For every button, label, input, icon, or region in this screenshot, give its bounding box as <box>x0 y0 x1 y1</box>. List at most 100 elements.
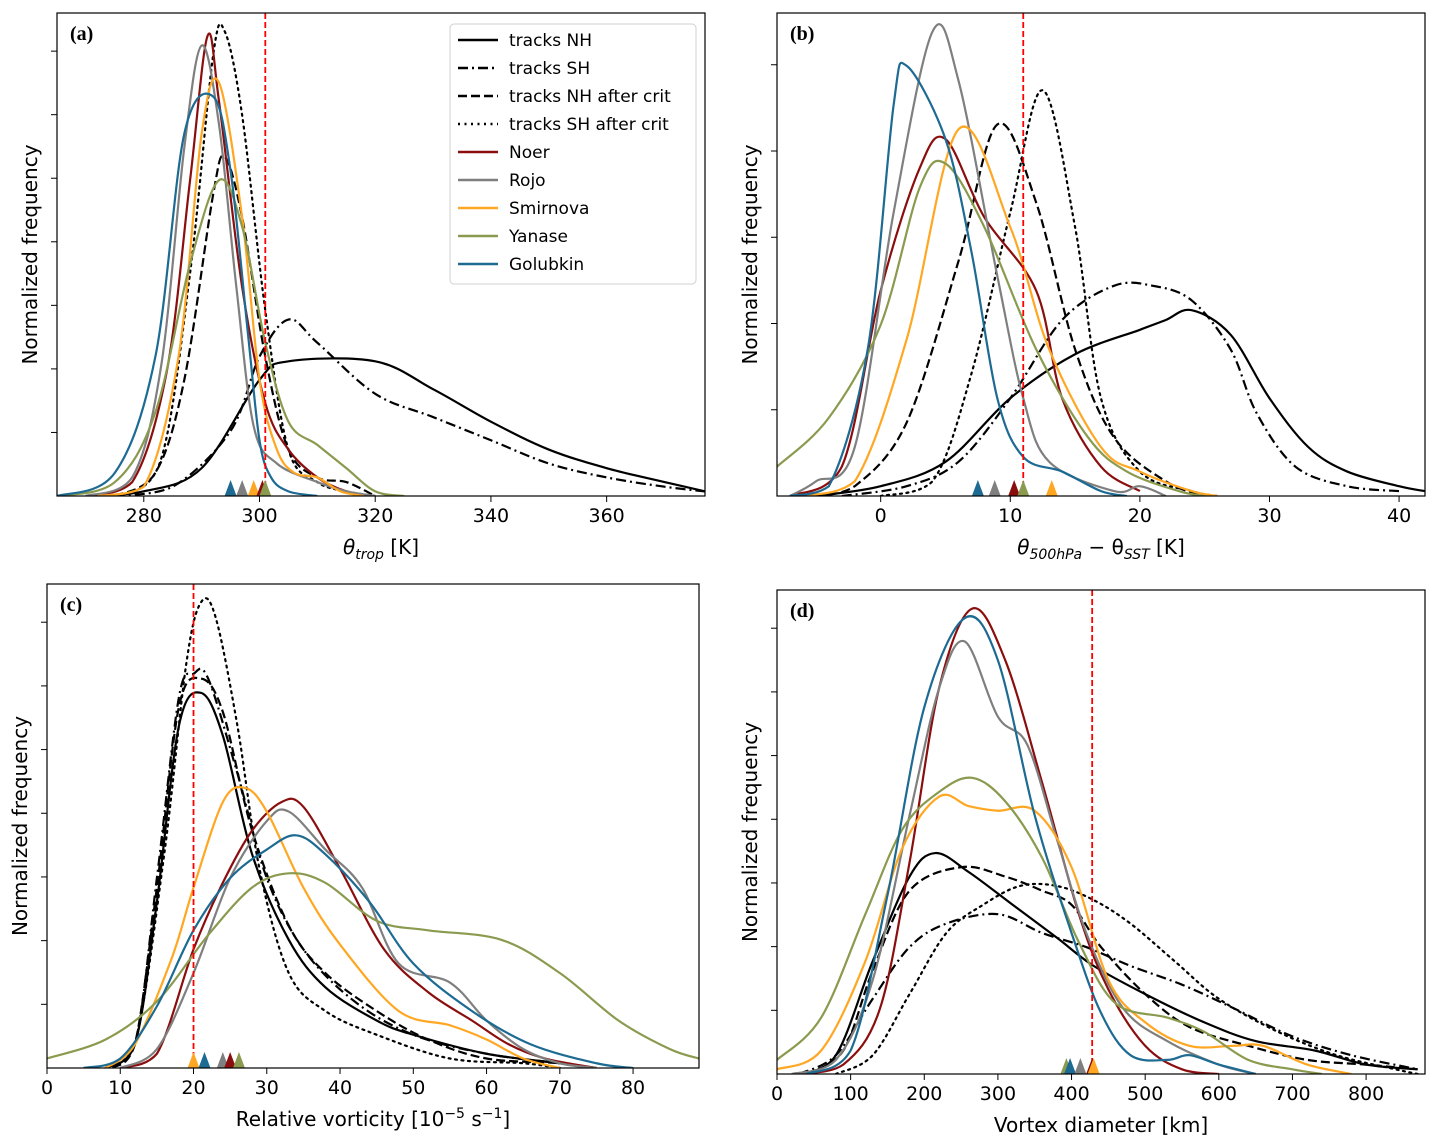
series-line-golubkin <box>57 92 318 496</box>
x-tick-label: 280 <box>126 505 162 527</box>
x-axis-label: θ500hPa − θSST [K] <box>1017 535 1185 563</box>
series-line-smirnova <box>104 785 561 1068</box>
x-tick-label: 340 <box>473 505 509 527</box>
series-line-tracks-nh-after-crit <box>112 676 597 1068</box>
series-line-noer <box>789 135 1141 496</box>
series-line-yanase <box>47 872 699 1060</box>
x-axis-label-part: SST <box>1124 547 1151 563</box>
median-marker-golubkin <box>224 480 237 496</box>
median-marker-rojo <box>988 480 1001 496</box>
x-tick-label: 50 <box>401 1077 425 1099</box>
x-tick-label: 700 <box>1274 1083 1310 1105</box>
median-marker-golubkin <box>1064 1058 1077 1074</box>
series-line-tracks-sh <box>841 281 1400 496</box>
panel-label: (d) <box>790 600 814 622</box>
x-tick-label: 20 <box>181 1077 205 1099</box>
series-group <box>47 597 699 1068</box>
legend-frame <box>449 23 697 285</box>
median-marker-smirnova <box>247 480 260 496</box>
x-tick-label: 40 <box>328 1077 352 1099</box>
series-line-smirnova <box>97 77 364 496</box>
plot-frame <box>776 12 1426 497</box>
series-line-tracks-sh-after-crit <box>104 597 561 1068</box>
series-group <box>777 607 1419 1074</box>
x-axis-label-part: −5 <box>444 1106 465 1122</box>
median-marker-smirnova <box>1087 1058 1100 1074</box>
x-tick-label: 40 <box>1387 505 1411 527</box>
panel-label: (a) <box>70 23 93 45</box>
plot-frame <box>56 12 706 497</box>
series-line-tracks-sh <box>104 667 597 1068</box>
median-marker-smirnova <box>187 1052 200 1068</box>
median-marker-noer <box>224 1052 237 1068</box>
x-tick-label: 70 <box>548 1077 572 1099</box>
panel-d: 0 100 200 300 400 500 600 700 800 (d) Normalized f… <box>738 589 1426 1137</box>
x-tick-label: 300 <box>980 1083 1016 1105</box>
series-group <box>777 23 1425 496</box>
x-tick-label: 60 <box>474 1077 498 1099</box>
median-marker-yanase <box>232 1052 245 1068</box>
series-line-rojo <box>789 23 1167 496</box>
x-axis-label-part: [K] <box>384 535 419 559</box>
x-axis-label-part: Relative vorticity [10 <box>236 1107 445 1131</box>
legend-label-smirnova: Smirnova <box>509 199 589 219</box>
median-marker-smirnova <box>1045 480 1058 496</box>
median-marker-golubkin <box>198 1052 211 1068</box>
x-axis-label-part: − θ <box>1082 535 1124 559</box>
median-marker-yanase <box>259 480 272 496</box>
x-tick-label: 100 <box>833 1083 869 1105</box>
series-line-smirnova <box>777 793 1352 1074</box>
series-line-yanase <box>777 776 1323 1074</box>
x-axis-label-part: θ <box>1017 535 1029 559</box>
series-line-tracks-nh <box>815 308 1425 496</box>
x-tick-label: 200 <box>906 1083 942 1105</box>
series-line-rojo <box>85 44 376 496</box>
x-axis-label-part: −1 <box>482 1106 503 1122</box>
x-axis-label: θtrop [K] <box>343 535 419 563</box>
panel-a: 280 300 320 340 360(a)Normalized frequencyθt… <box>18 12 706 563</box>
series-line-tracks-nh-after-crit <box>114 154 376 496</box>
legend: tracks NH tracks SH tracks NH after crit tr… <box>449 23 697 285</box>
x-tick-label: 20 <box>1128 505 1152 527</box>
x-axis-label-part: Vortex diameter [km] <box>994 1113 1208 1137</box>
x-tick-label: 400 <box>1053 1083 1089 1105</box>
median-marker-rojo <box>236 480 249 496</box>
series-line-golubkin <box>805 615 1256 1074</box>
y-axis-label: Normalized frequency <box>8 716 32 936</box>
median-marker-golubkin <box>971 480 984 496</box>
y-axis-label: Normalized frequency <box>18 144 42 364</box>
legend-label-noer: Noer <box>509 143 550 163</box>
x-axis-label-part: s <box>465 1107 482 1131</box>
legend-label-tracks-sh: tracks SH <box>509 59 590 79</box>
x-tick-label: 360 <box>589 505 625 527</box>
plot-frame <box>46 583 700 1069</box>
median-marker-rojo <box>1074 1058 1087 1074</box>
series-line-golubkin <box>789 61 1128 496</box>
x-axis-label-part: 500hPa <box>1030 547 1083 563</box>
series-line-yanase <box>57 178 405 496</box>
series-line-yanase <box>777 159 1205 496</box>
x-tick-label: 80 <box>621 1077 645 1099</box>
x-tick-label: 0 <box>771 1083 783 1105</box>
plot-frame <box>776 589 1426 1075</box>
x-axis-label-part: θ <box>343 535 355 559</box>
median-marker-yanase <box>1017 480 1030 496</box>
panel-label: (c) <box>60 594 82 616</box>
legend-label-golubkin: Golubkin <box>509 255 584 275</box>
legend-label-rojo: Rojo <box>509 171 546 191</box>
y-axis-label: Normalized frequency <box>738 722 762 942</box>
x-tick-label: 30 <box>1257 505 1281 527</box>
x-tick-label: 10 <box>108 1077 132 1099</box>
legend-label-tracks-nh: tracks NH <box>509 31 592 51</box>
x-tick-label: 600 <box>1201 1083 1237 1105</box>
legend-label-tracks-nh-after-crit: tracks NH after crit <box>509 87 671 107</box>
x-axis-label: Vortex diameter [km] <box>994 1113 1208 1137</box>
x-axis-label: Relative vorticity [10−5 s−1] <box>236 1106 510 1131</box>
y-axis-label: Normalized frequency <box>738 144 762 364</box>
series-line-rojo <box>791 639 1256 1074</box>
series-line-smirnova <box>802 125 1218 496</box>
legend-label-yanase: Yanase <box>508 227 568 247</box>
panel-label: (b) <box>790 23 814 45</box>
series-group <box>57 22 705 496</box>
